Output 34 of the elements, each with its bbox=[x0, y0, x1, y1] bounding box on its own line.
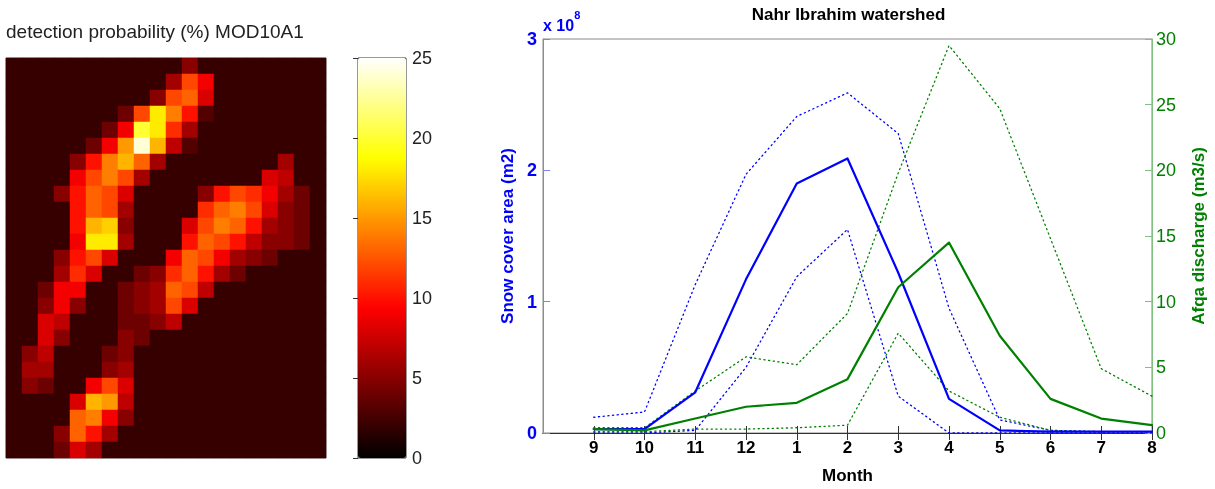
chart-title: detection probability (%) MOD10A1 bbox=[6, 21, 304, 42]
x-tick-label: 4 bbox=[944, 438, 955, 457]
y2-axis-title: Afqa discharge (m3/s) bbox=[1189, 147, 1208, 325]
y2-tick-label: 20 bbox=[1156, 160, 1177, 181]
color-bar-label: 20 bbox=[412, 128, 433, 148]
x-tick-label: 8 bbox=[1147, 438, 1157, 457]
x-axis-title: Month bbox=[822, 466, 873, 485]
color-bar-label: 10 bbox=[412, 288, 433, 308]
chart-title: Nahr Ibrahim watershed bbox=[751, 5, 946, 24]
x-tick-label: 10 bbox=[635, 438, 654, 457]
y2-tick-label: 15 bbox=[1156, 226, 1177, 246]
x-tick-label: 5 bbox=[995, 438, 1005, 457]
x-tick-label: 6 bbox=[1045, 438, 1056, 457]
x-tick-label: 2 bbox=[842, 438, 853, 457]
y2-tick-label: 5 bbox=[1156, 357, 1167, 378]
x-tick-label: 12 bbox=[736, 438, 756, 457]
x-tick-label: 7 bbox=[1096, 438, 1106, 457]
y2-tick-label: 30 bbox=[1156, 29, 1177, 49]
x-tick-label: 11 bbox=[686, 438, 705, 457]
y2-tick-label: 25 bbox=[1156, 94, 1177, 115]
x-tick-label: 1 bbox=[792, 438, 802, 457]
color-bar-label: 0 bbox=[412, 448, 423, 468]
y-tick-label: 0 bbox=[526, 423, 537, 443]
y-axis-title: Snow cover area (m2) bbox=[498, 148, 518, 324]
color-bar-label: 5 bbox=[412, 368, 423, 388]
x-tick-label: 3 bbox=[893, 438, 903, 457]
y2-tick-label: 0 bbox=[1156, 423, 1167, 443]
y-tick-label: 2 bbox=[526, 160, 537, 181]
y2-tick-label: 10 bbox=[1156, 291, 1177, 312]
color-bar-label: 25 bbox=[412, 48, 433, 68]
y-tick-label: 1 bbox=[526, 291, 537, 312]
x-tick-label: 9 bbox=[589, 438, 599, 457]
y-tick-label: 3 bbox=[526, 29, 537, 49]
color-bar-label: 15 bbox=[412, 208, 433, 228]
